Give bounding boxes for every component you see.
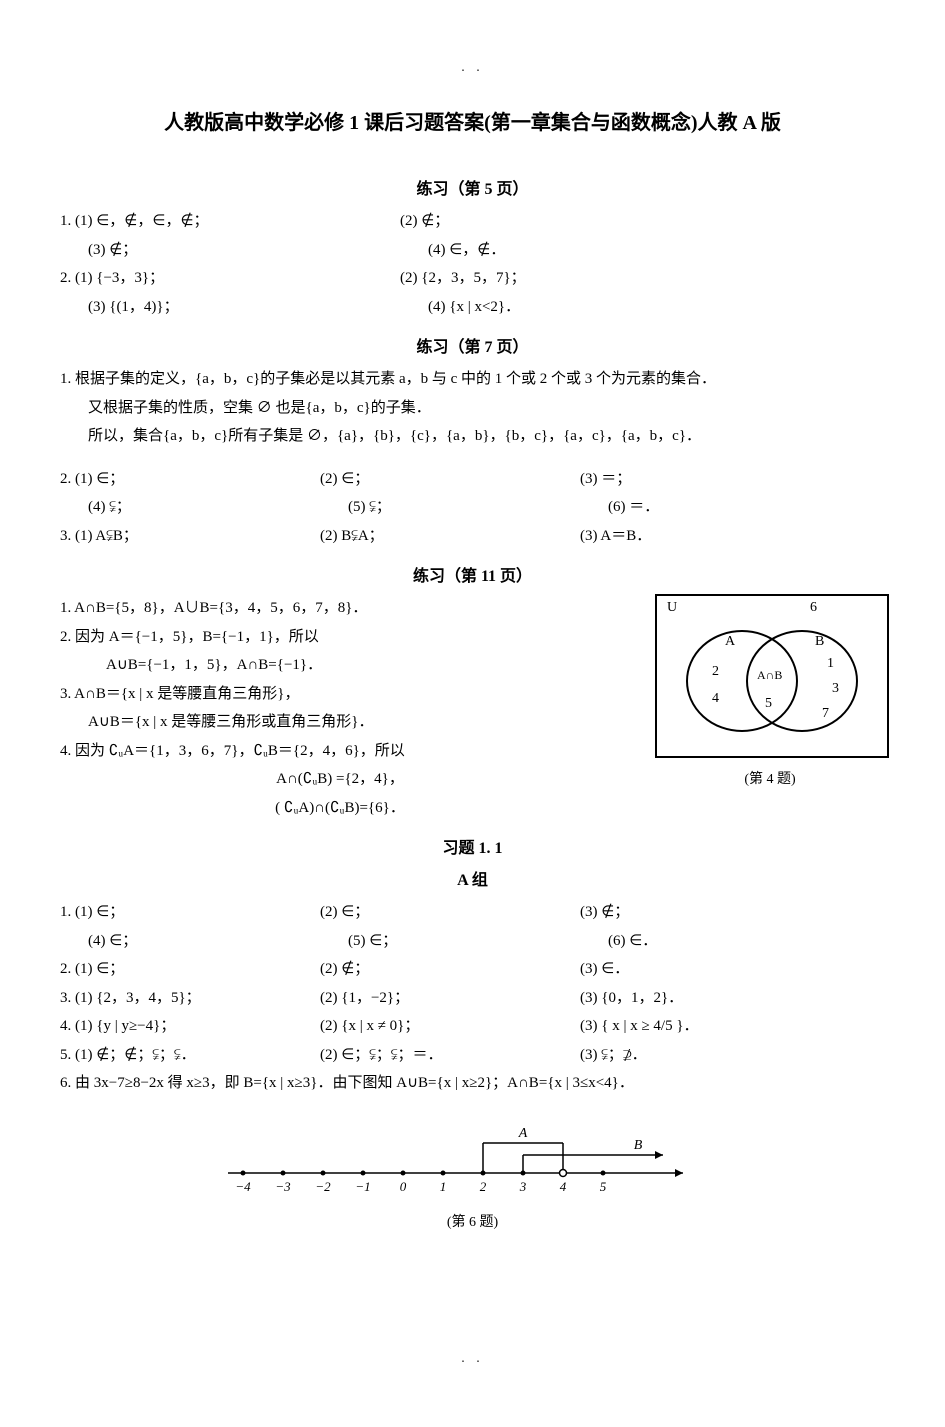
svg-text:A: A (517, 1126, 527, 1141)
p5-row3: 2. (1) {−3，3}； (2) {2，3，5，7}； (60, 264, 885, 293)
ga-2-2: (2) ∉； (320, 955, 580, 984)
svg-text:3: 3 (518, 1179, 526, 1194)
venn-1: 1 (827, 656, 834, 672)
number-line: −4 −3 −2 −1 0 1 2 3 4 5 A B (第 6 题) (223, 1118, 723, 1231)
p5-1-4: (4) ∈，∉． (428, 236, 505, 265)
venn-diagram: U 6 A B 2 4 5 1 3 7 A∩B (第 4 题) (655, 594, 885, 788)
top-ellipsis: . . (60, 60, 885, 76)
ga-row2: (4) ∈； (5) ∈； (6) ∈． (60, 927, 885, 956)
p7-l1: 1. 根据子集的定义，{a，b，c}的子集必是以其元素 a，b 与 c 中的 1… (60, 365, 885, 394)
p7-3-2: (2) B⫋A； (320, 522, 580, 551)
p7-row2: (4) ⫋； (5) ⫋； (6) ＝． (60, 493, 885, 522)
p11-l5: A∪B＝{x | x 是等腰三角形或直角三角形}． (60, 708, 620, 737)
ga-1-3: (3) ∉； (580, 898, 885, 927)
venn-intersect: A∩B (757, 668, 782, 683)
p7-l3: 所以，集合{a，b，c}所有子集是 ∅，{a}，{b}，{c}，{a，b}，{b… (60, 422, 885, 451)
ga-3-2: (2) {1，−2}； (320, 984, 580, 1013)
svg-text:−2: −2 (315, 1179, 331, 1194)
svg-text:1: 1 (439, 1179, 446, 1194)
p7-2-6: (6) ＝． (608, 493, 885, 522)
p7-2-4: (4) ⫋； (60, 493, 348, 522)
venn-B-label: B (815, 634, 824, 650)
p11-l1: 1. A∩B={5，8}，A∪B={3，4，5，6，7，8}． (60, 594, 620, 623)
p7-row1: 2. (1) ∈； (2) ∈； (3) ＝； (60, 465, 885, 494)
p7-3-1: 3. (1) A⫋B； (60, 522, 320, 551)
ga-row4: 3. (1) {2，3，4，5}； (2) {1，−2}； (3) {0，1，2… (60, 984, 885, 1013)
p11-eq2: ( ∁ᵤA)∩(∁ᵤB)={6}． (60, 794, 620, 823)
ga-3-3: (3) {0，1，2}． (580, 984, 885, 1013)
svg-text:−3: −3 (275, 1179, 291, 1194)
ga-row5: 4. (1) {y | y≥−4}； (2) {x | x ≠ 0}； (3) … (60, 1012, 885, 1041)
p5-row4: (3) {(1，4)}； (4) {x | x<2}． (60, 293, 885, 322)
p7-2-1: 2. (1) ∈； (60, 465, 320, 494)
svg-text:2: 2 (479, 1179, 486, 1194)
p5-2-2: (2) {2，3，5，7}； (400, 264, 526, 293)
p7-l2: 又根据子集的性质，空集 ∅ 也是{a，b，c}的子集． (60, 394, 885, 423)
venn-6: 6 (810, 600, 817, 616)
ga-row3: 2. (1) ∈； (2) ∉； (3) ∈． (60, 955, 885, 984)
venn-7: 7 (822, 706, 829, 722)
p11-l3: A∪B={−1，1，5}，A∩B={−1}． (60, 651, 620, 680)
p7-2-5: (5) ⫋； (348, 493, 608, 522)
p5-2-1: 2. (1) {−3，3}； (60, 264, 400, 293)
ga-1-2: (2) ∈； (320, 898, 580, 927)
heading-groupA: A 组 (60, 866, 885, 890)
svg-text:0: 0 (399, 1179, 406, 1194)
p5-2-4: (4) {x | x<2}． (428, 293, 520, 322)
ga-5-2: (2) ∈；⫋；⫋；＝． (320, 1041, 580, 1070)
p5-1-2: (2) ∉； (400, 207, 449, 236)
ga-4-1: 4. (1) {y | y≥−4}； (60, 1012, 320, 1041)
p11-l2: 2. 因为 A＝{−1，5}，B={−1，1}，所以 (60, 623, 620, 652)
ga-6: 6. 由 3x−7≥8−2x 得 x≥3，即 B={x | x≥3}．由下图知 … (60, 1069, 885, 1098)
ga-4-2: (2) {x | x ≠ 0}； (320, 1012, 580, 1041)
p11-block: 1. A∩B={5，8}，A∪B={3，4，5，6，7，8}． 2. 因为 A＝… (60, 594, 885, 822)
venn-A-label: A (725, 634, 735, 650)
p7-2-2: (2) ∈； (320, 465, 580, 494)
ga-1-1: 1. (1) ∈； (60, 898, 320, 927)
p7-row3: 3. (1) A⫋B； (2) B⫋A； (3) A＝B． (60, 522, 885, 551)
heading-p5: 练习（第 5 页） (60, 175, 885, 199)
venn-frame: U 6 A B 2 4 5 1 3 7 A∩B (655, 594, 889, 758)
ga-row1: 1. (1) ∈； (2) ∈； (3) ∉； (60, 898, 885, 927)
venn-2: 2 (712, 664, 719, 680)
p11-l6: 4. 因为 ∁ᵤA＝{1，3，6，7}，∁ᵤB＝{2，4，6}，所以 (60, 737, 620, 766)
ga-1-4: (4) ∈； (60, 927, 348, 956)
ga-2-3: (3) ∈． (580, 955, 885, 984)
venn-4: 4 (712, 691, 719, 707)
p7-3-3: (3) A＝B． (580, 522, 885, 551)
p7-2-3: (3) ＝； (580, 465, 885, 494)
ga-row6: 5. (1) ∉；∉；⫋；⫋． (2) ∈；⫋；⫋；＝． (3) ⫋；⊉． (60, 1041, 885, 1070)
ga-5-3: (3) ⫋；⊉． (580, 1041, 885, 1070)
heading-p11: 练习（第 11 页） (60, 562, 885, 586)
ga-4-3: (3) { x | x ≥ 4/5 }． (580, 1012, 885, 1041)
venn-caption: (第 4 题) (655, 768, 885, 788)
p5-row2: (3) ∉； (4) ∈，∉． (60, 236, 885, 265)
ga-1-6: (6) ∈． (608, 927, 885, 956)
svg-text:B: B (633, 1138, 642, 1153)
svg-text:4: 4 (559, 1179, 566, 1194)
ga-3-1: 3. (1) {2，3，4，5}； (60, 984, 320, 1013)
heading-ex11: 习题 1. 1 (60, 834, 885, 858)
svg-text:−4: −4 (235, 1179, 251, 1194)
p5-1-3: (3) ∉； (60, 236, 428, 265)
heading-p7: 练习（第 7 页） (60, 333, 885, 357)
ga-1-5: (5) ∈； (348, 927, 608, 956)
numline-svg: −4 −3 −2 −1 0 1 2 3 4 5 A B (223, 1118, 723, 1198)
venn-U: U (667, 600, 677, 616)
bottom-ellipsis: . . (60, 1351, 885, 1367)
p11-eq1: A∩(∁ᵤB) ={2，4}， (60, 765, 620, 794)
page: . . 人教版高中数学必修 1 课后习题答案(第一章集合与函数概念)人教 A 版… (0, 0, 945, 1427)
p11-l4: 3. A∩B＝{x | x 是等腰直角三角形}， (60, 680, 620, 709)
ga-2-1: 2. (1) ∈； (60, 955, 320, 984)
venn-5: 5 (765, 696, 772, 712)
page-title: 人教版高中数学必修 1 课后习题答案(第一章集合与函数概念)人教 A 版 (60, 106, 885, 135)
svg-text:5: 5 (599, 1179, 606, 1194)
p5-2-3: (3) {(1，4)}； (60, 293, 428, 322)
p5-row1: 1. (1) ∈，∉，∈，∉； (2) ∉； (60, 207, 885, 236)
svg-text:−1: −1 (355, 1179, 370, 1194)
ga-5-1: 5. (1) ∉；∉；⫋；⫋． (60, 1041, 320, 1070)
numline-caption: (第 6 题) (223, 1211, 723, 1231)
p5-1-1: 1. (1) ∈，∉，∈，∉； (60, 207, 400, 236)
venn-3: 3 (832, 681, 839, 697)
